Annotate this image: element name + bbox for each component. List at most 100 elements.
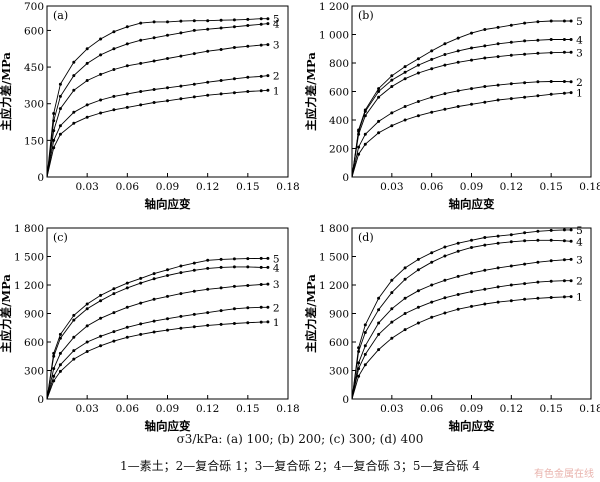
y-tick-label: 1 800 (14, 223, 44, 235)
data-point (483, 85, 487, 88)
data-point (206, 287, 210, 291)
data-point (456, 249, 460, 253)
y-tick-label: 800 (329, 58, 349, 70)
data-point (569, 279, 573, 283)
data-point (85, 47, 89, 51)
data-point (266, 43, 270, 47)
data-point (219, 79, 223, 82)
data-point (72, 349, 76, 353)
data-point (206, 27, 210, 31)
data-point (569, 239, 573, 243)
x-tick-label: 0.18 (579, 403, 600, 415)
series-label: 3 (576, 254, 583, 266)
data-point (125, 305, 129, 309)
x-tick-label: 0.18 (276, 181, 299, 193)
x-tick-label: 0.09 (156, 403, 179, 415)
data-point (219, 265, 223, 269)
data-point (523, 81, 527, 85)
data-point (357, 145, 361, 149)
data-point (430, 57, 434, 61)
data-point (152, 36, 156, 40)
data-point (430, 251, 434, 255)
data-point (562, 279, 566, 283)
series-label: 1 (576, 292, 583, 304)
y-tick-label: 450 (24, 62, 44, 74)
data-point (403, 266, 407, 270)
series-label: 1 (576, 88, 583, 100)
data-point (523, 52, 527, 56)
data-point (246, 257, 250, 261)
data-point (549, 296, 553, 299)
data-point (52, 146, 56, 150)
data-point (219, 286, 223, 290)
series-3: 3 (46, 40, 280, 178)
data-point (259, 320, 263, 324)
panel-label: (a) (53, 9, 68, 22)
data-point (483, 287, 487, 291)
panel-b: 0 200 400 600 800 1 000 1 200 0.03 0.06 0.09 0.12 0… (304, 1, 600, 211)
data-point (206, 258, 210, 262)
data-point (192, 95, 196, 99)
data-point (430, 49, 434, 53)
data-point (85, 302, 89, 306)
data-point (179, 84, 183, 88)
data-point (112, 339, 116, 343)
data-point (99, 53, 103, 57)
data-point (99, 299, 103, 303)
data-point (58, 336, 62, 340)
x-tick-label: 0.06 (420, 181, 444, 193)
data-point (496, 55, 500, 59)
data-point (483, 236, 487, 239)
data-point (470, 58, 473, 62)
data-point (496, 285, 500, 289)
panel-label: (d) (358, 231, 374, 244)
data-point (72, 357, 76, 361)
data-point (483, 302, 487, 306)
data-point (416, 114, 420, 118)
series-label: 4 (273, 19, 280, 31)
series-label: 5 (576, 16, 583, 28)
series-4: 4 (46, 262, 280, 400)
data-point (85, 307, 89, 311)
x-tick-label: 0.12 (196, 403, 219, 415)
series-1: 1 (46, 317, 280, 400)
data-point (259, 74, 263, 78)
data-point (456, 36, 460, 40)
data-point (470, 246, 473, 249)
data-point (403, 296, 407, 300)
data-point (403, 77, 407, 81)
data-point (470, 87, 473, 91)
data-point (232, 77, 236, 81)
data-point (52, 367, 56, 371)
data-point (483, 100, 487, 104)
data-point (456, 60, 460, 64)
x-tick-label: 0.12 (500, 181, 523, 193)
data-point (52, 129, 56, 133)
data-point (569, 50, 573, 54)
series-label: 4 (273, 262, 280, 274)
data-point (536, 260, 540, 264)
series-label: 5 (273, 253, 280, 265)
data-point (549, 80, 553, 83)
data-point (443, 296, 447, 300)
series-line (351, 239, 572, 400)
data-point (246, 306, 250, 310)
x-axis-label: 轴向应变 (449, 197, 495, 211)
series-label: 3 (273, 279, 280, 291)
panel-label: (b) (358, 9, 374, 22)
data-point (58, 369, 62, 373)
data-point (112, 94, 116, 98)
data-point (166, 99, 169, 103)
x-tick-label: 0.15 (236, 403, 259, 415)
x-tick-label: 0.18 (579, 181, 600, 193)
data-point (266, 256, 270, 260)
data-point (266, 74, 270, 78)
data-point (523, 21, 527, 25)
data-point (125, 105, 129, 109)
data-point (357, 361, 361, 365)
data-point (152, 272, 156, 276)
data-point (569, 228, 573, 232)
data-point (139, 103, 143, 107)
data-point (523, 297, 527, 301)
